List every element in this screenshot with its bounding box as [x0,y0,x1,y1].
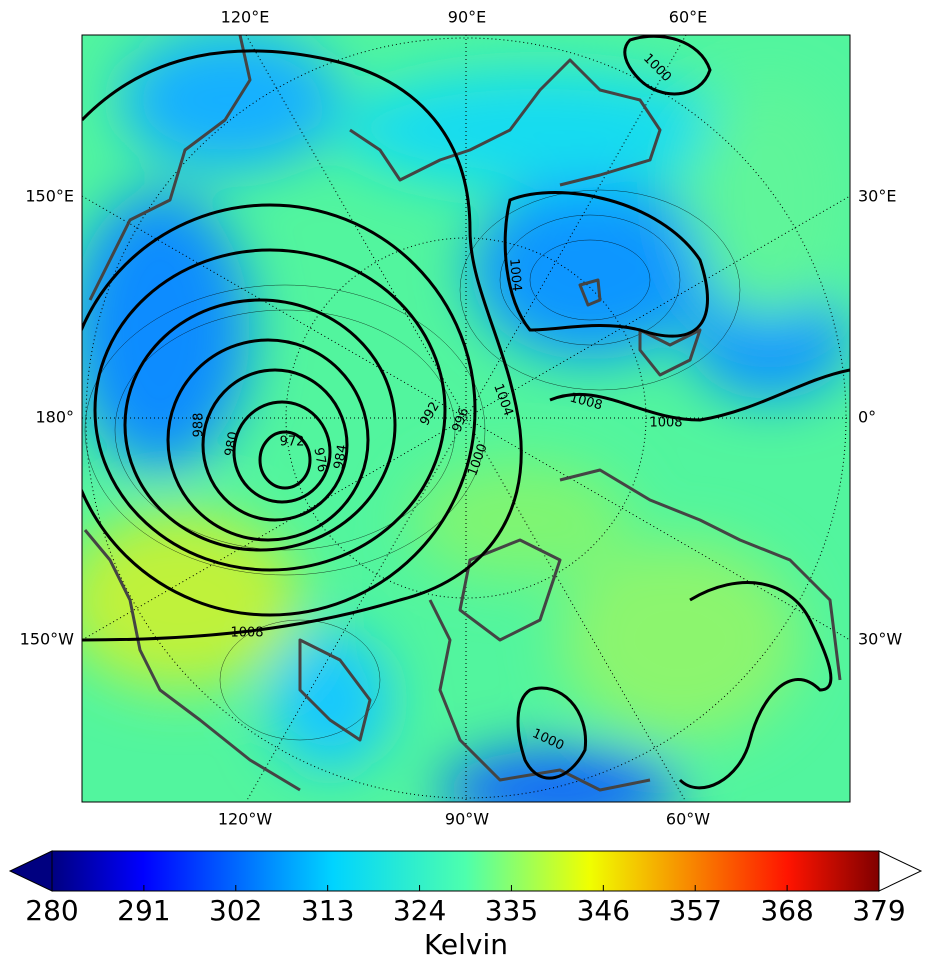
thin-contours [84,189,741,741]
colorbar-tick-label: 280 [25,894,78,927]
coastlines [83,35,842,792]
lon-label: 150°W [20,630,75,649]
map: 972 976 980 984 988 992 996 1000 1004 10… [82,35,850,802]
contour-label: 1008 [649,416,682,431]
lon-labels: 120°E 90°E 60°E 120°W 90°W 60°W 150°E 18… [20,8,903,829]
contour-label: 988 [192,413,207,438]
colorbar-extend-high [878,850,923,892]
contour-label: 1008 [230,626,263,641]
colorbar-tick-label: 302 [209,894,262,927]
lon-label: 60°E [669,8,707,27]
colorbar-tick-label: 335 [485,894,538,927]
lon-label: 0° [858,408,876,427]
lon-label: 180° [35,408,74,427]
colorbar-extend-low [8,850,53,892]
colorbar-tick-label: 379 [852,894,905,927]
isobars [82,35,850,790]
map-frame [81,34,851,803]
lon-label: 120°W [218,810,273,829]
contour-label: 1004 [506,258,524,292]
graticule [82,35,850,802]
lon-label: 30°E [858,187,896,206]
lon-label: 90°W [445,810,489,829]
contour-label: 972 [280,435,305,450]
colorbar: Kelvin 280 291 302 313 324 335 346 357 368 379 [8,850,923,961]
colorbar-tick-label: 368 [760,894,813,927]
colorbar-tick-label: 346 [577,894,630,927]
lon-label: 90°E [448,8,486,27]
colorbar-tick-label: 313 [301,894,354,927]
colorbar-tick-label: 291 [117,894,170,927]
lon-label: 60°W [666,810,710,829]
colorbar-tick-label: 357 [668,894,721,927]
lon-label: 150°E [25,187,74,206]
colorbar-body [51,850,880,892]
contour-label: 984 [331,443,350,470]
contour-label: 976 [310,446,329,473]
lon-label: 30°W [858,630,902,649]
colorbar-label: Kelvin [424,928,508,961]
colorbar-tick-label: 324 [393,894,446,927]
lon-label: 120°E [221,8,270,27]
contour-label: 980 [222,430,241,457]
